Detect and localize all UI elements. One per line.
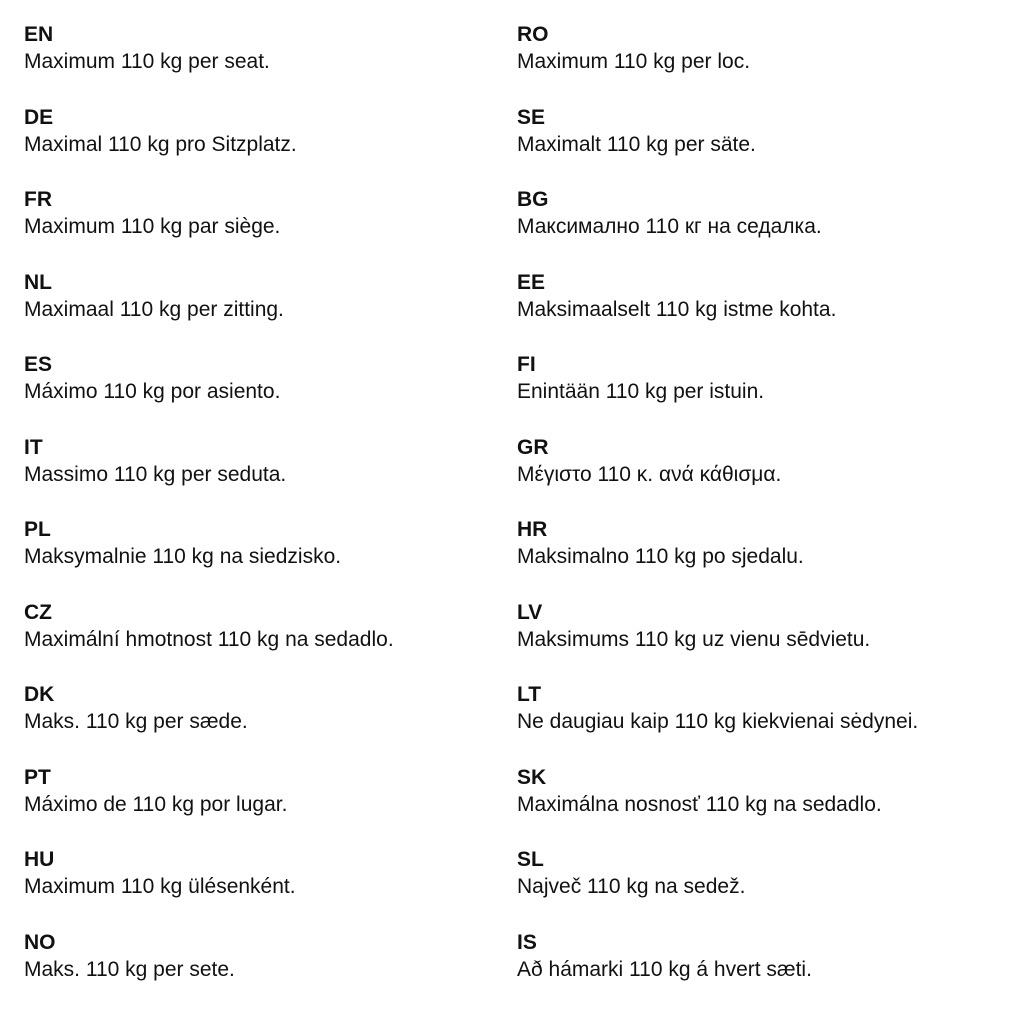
language-entry: SK Maximálna nosnosť 110 kg na sedadlo. <box>517 765 918 848</box>
language-entry: IT Massimo 110 kg per seduta. <box>24 435 394 518</box>
language-entry: SE Maximalt 110 kg per säte. <box>517 105 918 188</box>
weight-limit-text: Максимално 110 кг на седалка. <box>517 215 822 238</box>
language-code: PL <box>24 518 51 541</box>
language-entry: FI Enintään 110 kg per istuin. <box>517 352 918 435</box>
language-code: PT <box>24 765 51 789</box>
language-code: FR <box>24 188 52 211</box>
weight-limit-text: Maximalt 110 kg per säte. <box>517 132 756 156</box>
weight-limit-text: Að hámarki 110 kg á hvert sæti. <box>517 957 812 981</box>
language-code: SK <box>517 765 547 789</box>
language-entry: SL Največ 110 kg na sedež. <box>517 847 918 930</box>
weight-limit-text: Maximum 110 kg per loc. <box>517 50 751 73</box>
language-code: BG <box>517 188 549 211</box>
weight-limit-text: Maximum 110 kg ülésenként. <box>24 875 296 898</box>
language-code: HR <box>517 518 548 541</box>
language-code: NO <box>24 930 56 954</box>
language-code: IT <box>24 435 43 459</box>
weight-limit-text: Máximo de 110 kg por lugar. <box>24 792 288 816</box>
language-code: SE <box>517 105 546 129</box>
weight-limit-text: Maximální hmotnost 110 kg na sedadlo. <box>24 627 394 651</box>
weight-limit-text: Μέγιστο 110 κ. ανά κάθισμα. <box>517 462 782 486</box>
weight-limit-text: Največ 110 kg na sedež. <box>517 875 746 898</box>
weight-limit-text: Massimo 110 kg per seduta. <box>24 462 287 486</box>
language-entry: LV Maksimums 110 kg uz vienu sēdvietu. <box>517 600 918 683</box>
language-code: EN <box>24 23 54 46</box>
weight-limit-text: Maximum 110 kg per seat. <box>24 50 270 73</box>
language-code: IS <box>517 930 537 954</box>
language-entry: RO Maximum 110 kg per loc. <box>517 22 918 105</box>
weight-limit-text: Ne daugiau kaip 110 kg kiekvienai sėdyne… <box>517 710 919 733</box>
language-entry: FR Maximum 110 kg par siège. <box>24 187 394 270</box>
language-entry: HR Maksimalno 110 kg po sjedalu. <box>517 517 918 600</box>
language-code: SL <box>517 848 544 871</box>
language-entry: GR Μέγιστο 110 κ. ανά κάθισμα. <box>517 435 918 518</box>
language-entry: NL Maximaal 110 kg per zitting. <box>24 270 394 353</box>
language-code: FI <box>517 353 536 376</box>
language-entry: EN Maximum 110 kg per seat. <box>24 22 394 105</box>
language-entry: LT Ne daugiau kaip 110 kg kiekvienai sėdy… <box>517 682 918 765</box>
language-code: NL <box>24 270 52 294</box>
language-code: GR <box>517 435 549 459</box>
language-entry: EE Maksimaalselt 110 kg istme kohta. <box>517 270 918 353</box>
weight-limit-text: Maximaal 110 kg per zitting. <box>24 297 284 321</box>
weight-limit-text: Maximálna nosnosť 110 kg na sedadlo. <box>517 792 882 816</box>
weight-limit-text: Maksimalno 110 kg po sjedalu. <box>517 545 804 568</box>
language-entry: DE Maximal 110 kg pro Sitzplatz. <box>24 105 394 188</box>
weight-limit-text: Maksimaalselt 110 kg istme kohta. <box>517 297 837 321</box>
language-entry: PL Maksymalnie 110 kg na siedzisko. <box>24 517 394 600</box>
language-entry: PT Máximo de 110 kg por lugar. <box>24 765 394 848</box>
language-code: EE <box>517 270 546 294</box>
language-code: HU <box>24 848 55 871</box>
language-code: RO <box>517 23 549 46</box>
weight-limit-text: Maks. 110 kg per sete. <box>24 957 235 981</box>
language-entry: DK Maks. 110 kg per sæde. <box>24 682 394 765</box>
language-code: LV <box>517 600 543 624</box>
weight-limit-text: Máximo 110 kg por asiento. <box>24 380 281 403</box>
language-code: CZ <box>24 600 52 624</box>
language-entry: BG Максимално 110 кг на седалка. <box>517 187 918 270</box>
language-entry: NO Maks. 110 kg per sete. <box>24 930 394 1013</box>
weight-limit-text: Maksymalnie 110 kg na siedzisko. <box>24 545 342 568</box>
weight-limit-text: Maximum 110 kg par siège. <box>24 215 281 238</box>
language-code: DK <box>24 683 55 706</box>
language-code: ES <box>24 353 53 376</box>
left-column: EN Maximum 110 kg per seat. DE Maximal 110 … <box>24 22 394 1012</box>
weight-limit-text: Maks. 110 kg per sæde. <box>24 710 248 733</box>
language-code: DE <box>24 105 54 129</box>
weight-limit-text: Maksimums 110 kg uz vienu sēdvietu. <box>517 627 871 651</box>
weight-limit-text: Enintään 110 kg per istuin. <box>517 380 765 403</box>
language-entry: CZ Maximální hmotnost 110 kg na sedadlo. <box>24 600 394 683</box>
language-entry: IS Að hámarki 110 kg á hvert sæti. <box>517 930 918 1013</box>
language-code: LT <box>517 683 542 706</box>
language-entry: HU Maximum 110 kg ülésenként. <box>24 847 394 930</box>
right-column: RO Maximum 110 kg per loc. SE Maximalt 110 … <box>517 22 918 1012</box>
weight-limit-text: Maximal 110 kg pro Sitzplatz. <box>24 132 297 156</box>
language-entry: ES Máximo 110 kg por asiento. <box>24 352 394 435</box>
